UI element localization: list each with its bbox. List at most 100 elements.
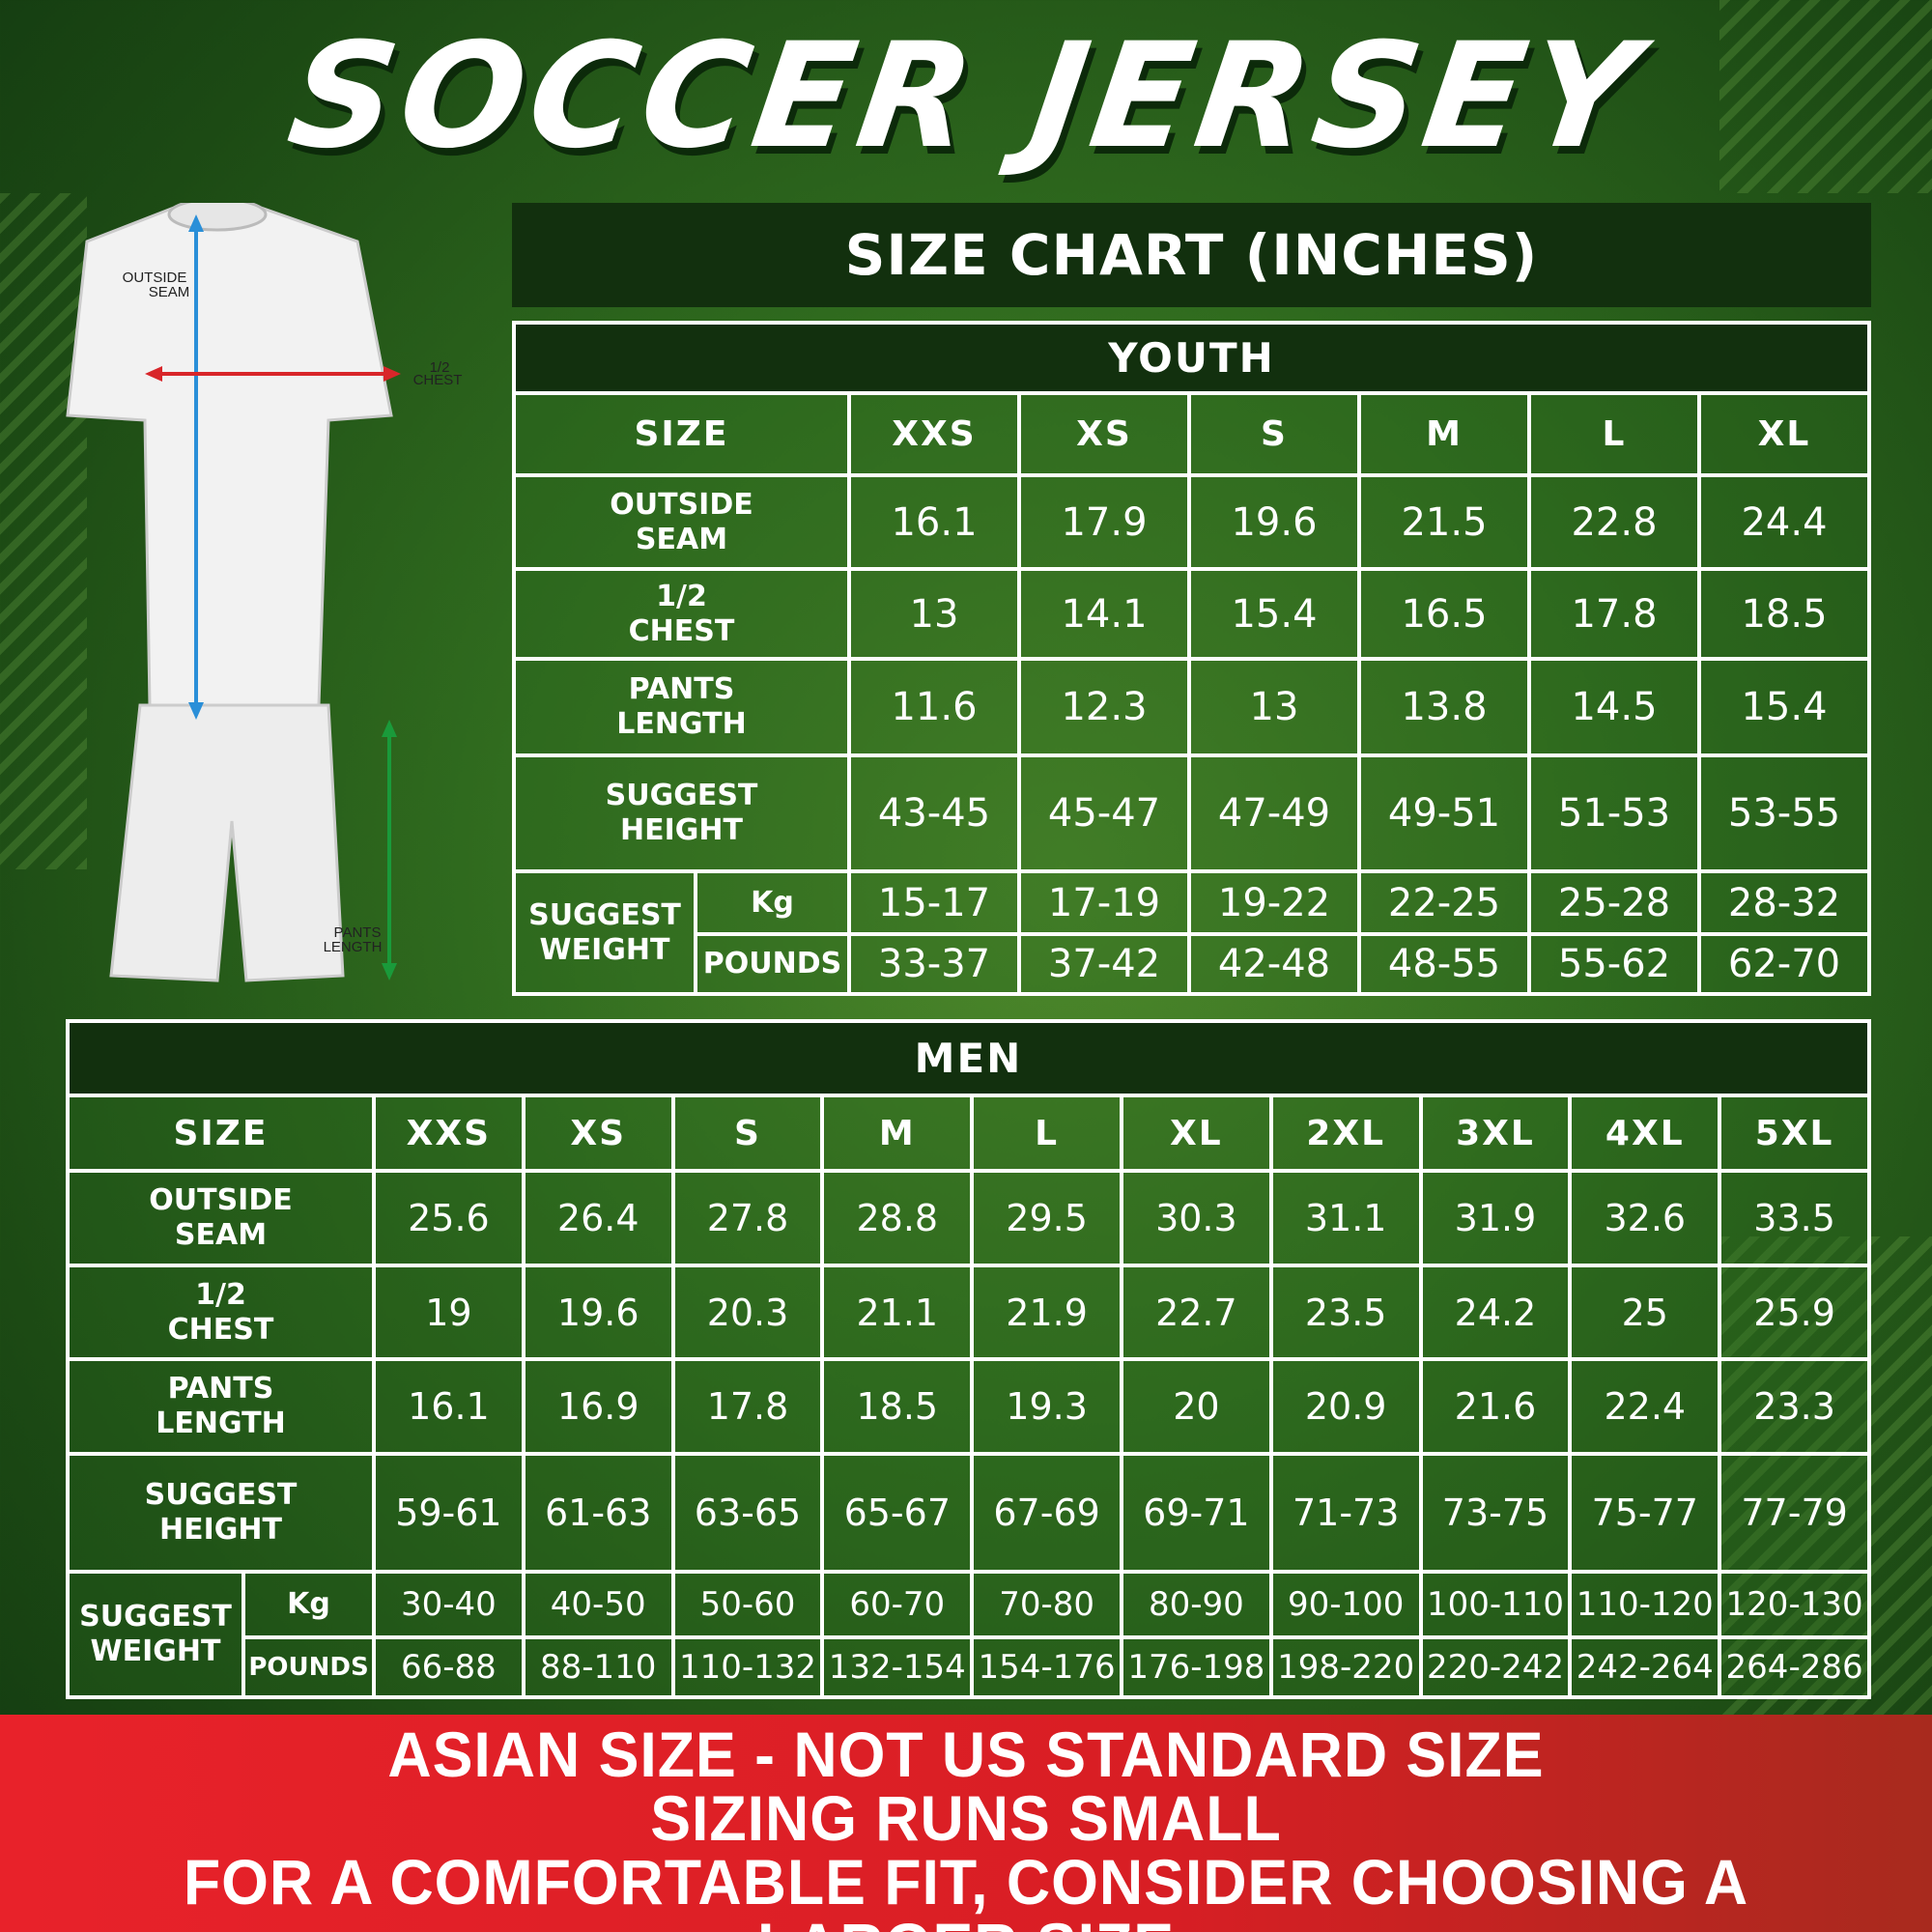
table-cell: 70-80 [970, 1570, 1123, 1639]
row-label: PANTS LENGTH [512, 657, 851, 757]
table-row: SUGGEST HEIGHT 59-61 61-63 63-65 65-67 67-69 69… [66, 1452, 1871, 1574]
table-cell: 17.8 [670, 1357, 825, 1456]
table-cell: 198-220 [1268, 1635, 1423, 1699]
table-row: PANTS LENGTH 11.6 12.3 13 13.8 14.5 15.4 [512, 657, 1871, 757]
table-cell: 20.3 [670, 1264, 825, 1361]
table-cell: 13 [847, 567, 1021, 661]
table-cell: 33.5 [1718, 1169, 1871, 1267]
shorts-shape [109, 703, 345, 982]
table-cell: 25 [1568, 1264, 1722, 1361]
table-cell: 31.1 [1268, 1169, 1423, 1267]
table-cell: 15.4 [1187, 567, 1361, 661]
size-header: XL [1697, 391, 1871, 477]
table-cell: 30-40 [372, 1570, 526, 1639]
table-cell: 22.7 [1119, 1264, 1273, 1361]
table-cell: 23.3 [1718, 1357, 1871, 1456]
table-cell: 29.5 [970, 1169, 1123, 1267]
table-row: 1/2 CHEST 13 14.1 15.4 16.5 17.8 18.5 [512, 567, 1871, 661]
table-cell: 25.6 [372, 1169, 526, 1267]
table-cell: 49-51 [1357, 753, 1531, 873]
table-cell: 90-100 [1268, 1570, 1423, 1639]
table-cell: 63-65 [670, 1452, 825, 1574]
table-cell: 24.4 [1697, 473, 1871, 571]
svg-text:SEAM: SEAM [149, 284, 190, 300]
table-cell: 11.6 [847, 657, 1021, 757]
kg-label: Kg [694, 869, 851, 936]
table-cell: 18.5 [820, 1357, 975, 1456]
table-cell: 14.5 [1527, 657, 1701, 757]
table-cell: 33-37 [847, 932, 1021, 996]
table-cell: 23.5 [1268, 1264, 1423, 1361]
table-cell: 59-61 [372, 1452, 526, 1574]
table-cell: 100-110 [1418, 1570, 1573, 1639]
table-cell: 21.1 [820, 1264, 975, 1361]
table-cell: 18.5 [1697, 567, 1871, 661]
table-cell: 15.4 [1697, 657, 1871, 757]
table-cell: 22.8 [1527, 473, 1701, 571]
table-row: OUTSIDE SEAM 16.1 17.9 19.6 21.5 22.8 24.4 [512, 473, 1871, 571]
size-label: SIZE [512, 391, 851, 477]
table-cell: 42-48 [1187, 932, 1361, 996]
table-cell: 12.3 [1017, 657, 1191, 757]
table-cell: 132-154 [820, 1635, 975, 1699]
table-cell: 25-28 [1527, 869, 1701, 936]
table-cell: 51-53 [1527, 753, 1701, 873]
row-label: OUTSIDE SEAM [66, 1169, 376, 1267]
size-chart-header: SIZE CHART (INCHES) [512, 203, 1871, 307]
table-cell: 24.2 [1418, 1264, 1573, 1361]
size-header: L [1527, 391, 1701, 477]
table-cell: 28.8 [820, 1169, 975, 1267]
table-cell: 65-67 [820, 1452, 975, 1574]
table-cell: 264-286 [1718, 1635, 1871, 1699]
table-cell: 110-120 [1568, 1570, 1722, 1639]
table-cell: 66-88 [372, 1635, 526, 1699]
table-cell: 19 [372, 1264, 526, 1361]
size-header: XS [521, 1094, 675, 1173]
table-cell: 37-42 [1017, 932, 1191, 996]
table-cell: 40-50 [521, 1570, 675, 1639]
table-cell: 21.9 [970, 1264, 1123, 1361]
size-header: 4XL [1568, 1094, 1722, 1173]
row-label: 1/2 CHEST [512, 567, 851, 661]
table-cell: 53-55 [1697, 753, 1871, 873]
banner-line: FOR A COMFORTABLE FIT, CONSIDER CHOOSING… [183, 1846, 1749, 1932]
table-cell: 20 [1119, 1357, 1273, 1456]
table-cell: 17-19 [1017, 869, 1191, 936]
size-header: M [820, 1094, 975, 1173]
jersey-illustration: OUTSIDE SEAM 1/2 CHEST PANTS LENGTH [66, 203, 462, 982]
size-header: 3XL [1418, 1094, 1573, 1173]
size-header: XXS [847, 391, 1021, 477]
row-label: SUGGEST HEIGHT [512, 753, 851, 873]
size-header: 5XL [1718, 1094, 1871, 1173]
label-chest: 1/2 [430, 359, 450, 376]
page-title: SOCCER JERSEY [279, 13, 1653, 181]
table-row: SUGGEST WEIGHT Kg 30-40 40-50 50-60 60-70 70-80… [66, 1570, 1871, 1699]
decorative-stripes [0, 193, 87, 869]
table-cell: 77-79 [1718, 1452, 1871, 1574]
table-cell: 67-69 [970, 1452, 1123, 1574]
table-cell: 61-63 [521, 1452, 675, 1574]
decorative-stripes [1719, 0, 1932, 193]
table-cell: 71-73 [1268, 1452, 1423, 1574]
table-cell: 16.9 [521, 1357, 675, 1456]
table-cell: 19.6 [1187, 473, 1361, 571]
table-cell: 69-71 [1119, 1452, 1273, 1574]
table-cell: 16.1 [847, 473, 1021, 571]
table-cell: 48-55 [1357, 932, 1531, 996]
kg-label: Kg [242, 1570, 376, 1639]
table-cell: 120-130 [1718, 1570, 1871, 1639]
table-row: OUTSIDE SEAM 25.6 26.4 27.8 28.8 29.5 30.3 31.1 3… [66, 1169, 1871, 1267]
table-cell: 80-90 [1119, 1570, 1273, 1639]
table-cell: 15-17 [847, 869, 1021, 936]
table-cell: 19.3 [970, 1357, 1123, 1456]
table-row: 1/2 CHEST 19 19.6 20.3 21.1 21.9 22.7 23.5 24.2 25… [66, 1264, 1871, 1361]
table-title: MEN [66, 1019, 1871, 1097]
table-cell: 16.5 [1357, 567, 1531, 661]
table-cell: 17.9 [1017, 473, 1191, 571]
table-cell: 27.8 [670, 1169, 825, 1267]
size-header: S [1187, 391, 1361, 477]
size-header: S [670, 1094, 825, 1173]
size-header: 2XL [1268, 1094, 1423, 1173]
table-row: POUNDS 66-88 88-110 110-132 132-154 154-176 17… [68, 1635, 1871, 1699]
table-cell: 21.5 [1357, 473, 1531, 571]
